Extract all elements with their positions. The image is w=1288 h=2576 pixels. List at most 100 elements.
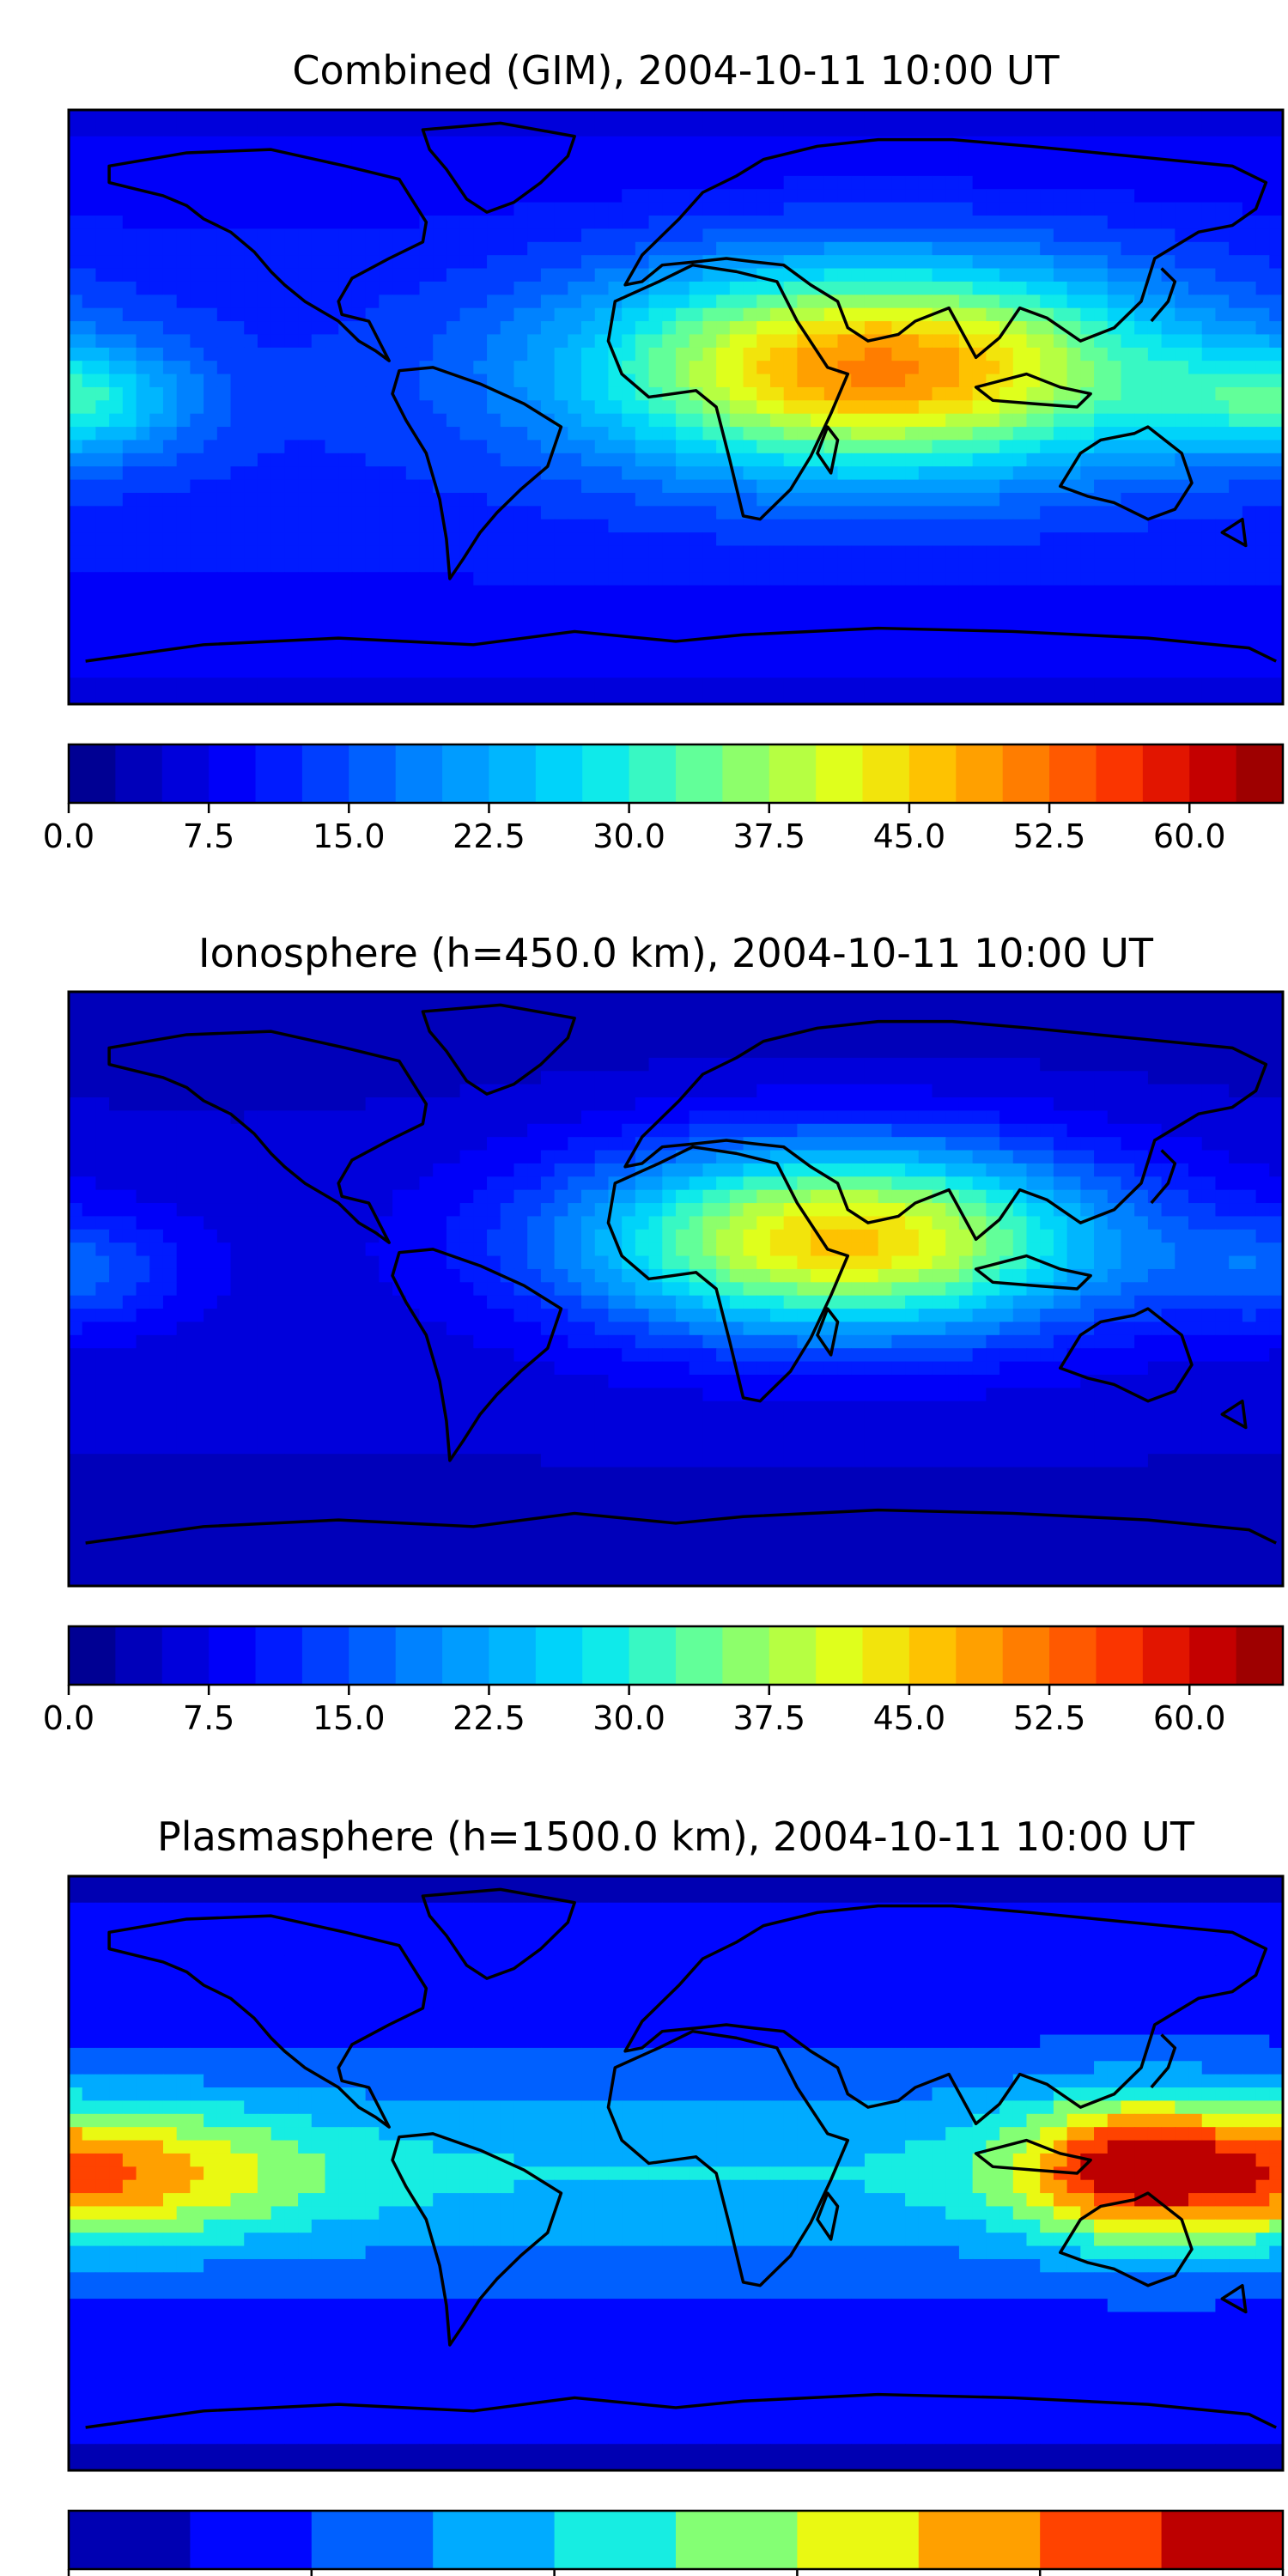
map-cell <box>1188 677 1203 692</box>
map-cell <box>851 149 866 164</box>
map-cell <box>351 664 367 678</box>
map-cell <box>365 149 380 164</box>
map-cell <box>1121 585 1135 599</box>
map-cell <box>608 413 623 428</box>
map-cell <box>1121 1044 1135 1059</box>
map-cell <box>783 361 798 375</box>
map-cell <box>487 162 501 177</box>
map-cell <box>1107 228 1122 243</box>
map-cell <box>769 347 785 361</box>
map-cell <box>622 651 636 665</box>
map-cell <box>891 1097 906 1111</box>
map-cell <box>918 162 933 177</box>
map-cell <box>1201 611 1217 626</box>
map-cell <box>190 321 204 336</box>
map-cell <box>1080 189 1095 204</box>
map-cell <box>433 400 447 415</box>
map-cell <box>568 361 582 375</box>
map-cell <box>622 532 636 547</box>
map-cell <box>608 149 623 164</box>
map-cell <box>878 427 892 441</box>
map-cell <box>351 175 367 190</box>
map-cell <box>554 400 568 415</box>
map-cell <box>891 149 906 164</box>
map-cell <box>932 175 946 190</box>
map-cell <box>298 558 313 573</box>
colorbar-segment <box>769 744 817 803</box>
map-cell <box>1026 1031 1041 1046</box>
map-cell <box>568 1097 582 1111</box>
map-cell <box>311 677 326 692</box>
map-cell <box>878 1110 892 1125</box>
map-cell <box>811 241 825 256</box>
map-cell <box>823 572 839 586</box>
map-cell <box>338 361 353 375</box>
map-cell <box>837 664 852 678</box>
map-cell <box>635 162 650 177</box>
map-cell <box>1175 1057 1189 1072</box>
map-cell <box>851 545 866 560</box>
map-cell <box>568 386 582 401</box>
map-cell <box>769 162 785 177</box>
map-cell <box>1215 347 1230 361</box>
map-cell <box>797 690 811 705</box>
map-cell <box>487 427 501 441</box>
map-cell <box>594 664 610 678</box>
map-cell <box>527 440 542 454</box>
map-cell <box>594 1031 610 1046</box>
map-cell <box>109 664 124 678</box>
map-cell <box>338 598 353 612</box>
map-cell <box>459 268 474 283</box>
colorbar-segment <box>908 744 957 803</box>
map-cell <box>635 690 650 705</box>
map-cell <box>769 255 785 270</box>
map-cell <box>891 532 906 547</box>
map-cell <box>1188 638 1203 653</box>
map-cell <box>756 413 771 428</box>
map-cell <box>1107 413 1122 428</box>
map-cell <box>270 347 285 361</box>
map-cell <box>540 1031 556 1046</box>
map-cell <box>635 440 650 454</box>
map-cell <box>204 532 218 547</box>
map-cell <box>918 347 933 361</box>
map-cell <box>1269 307 1284 322</box>
map-cell <box>405 175 421 190</box>
map-cell <box>311 558 326 573</box>
map-cell <box>1269 228 1284 243</box>
map-cell <box>676 545 690 560</box>
map-cell <box>716 307 731 322</box>
map-cell <box>662 400 677 415</box>
map-cell <box>270 664 285 678</box>
map-cell <box>945 374 960 388</box>
map-cell <box>230 479 245 494</box>
map-cell <box>419 651 434 665</box>
map-cell <box>743 400 757 415</box>
map-cell <box>1134 585 1149 599</box>
map-cell <box>554 175 568 190</box>
map-cell <box>702 1084 717 1098</box>
map-cell <box>1121 1097 1135 1111</box>
map-cell <box>446 598 461 612</box>
map-cell <box>999 598 1014 612</box>
map-cell <box>1242 281 1257 295</box>
map-cell <box>1175 110 1189 124</box>
map-cell <box>932 1084 946 1098</box>
map-cell <box>823 1071 839 1085</box>
map-cell <box>351 1005 367 1019</box>
map-cell <box>1255 1097 1270 1111</box>
map-cell <box>622 1097 636 1111</box>
map-cell <box>325 202 339 216</box>
map-cell <box>1094 189 1109 204</box>
map-cell <box>972 572 987 586</box>
map-cell <box>338 136 353 150</box>
colorbar-segment <box>161 744 210 803</box>
map-cell <box>419 638 434 653</box>
map-cell <box>622 506 636 520</box>
map-cell <box>689 268 704 283</box>
map-cell <box>972 361 987 375</box>
map-cell <box>473 585 488 599</box>
map-cell <box>257 1044 272 1059</box>
map-cell <box>716 216 731 229</box>
map-cell <box>190 466 204 481</box>
